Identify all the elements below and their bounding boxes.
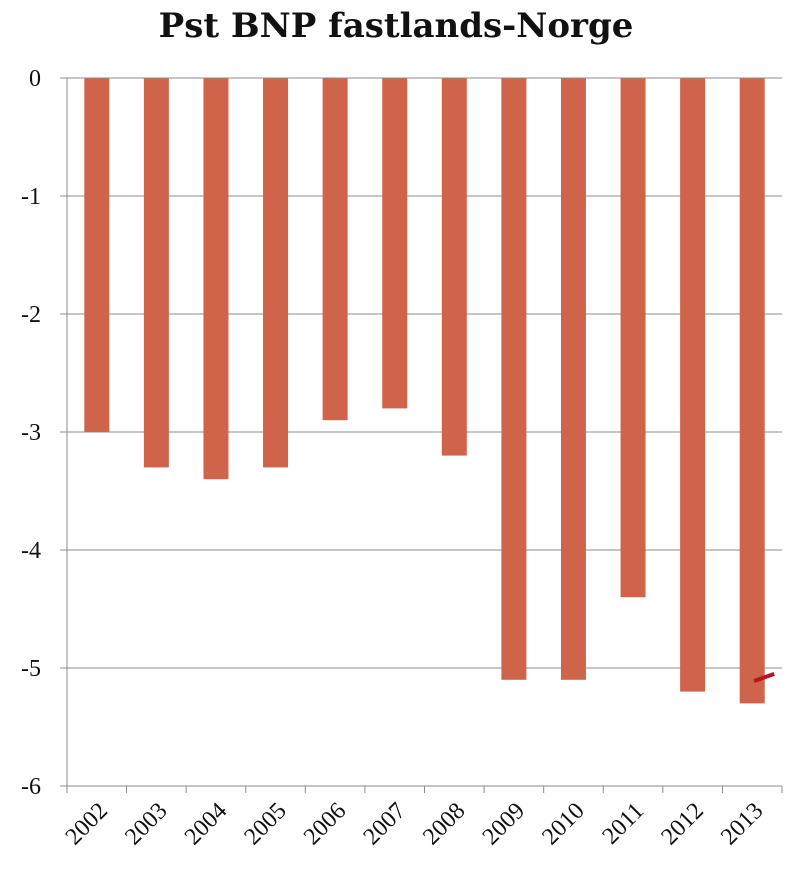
bar-2007 [382, 78, 408, 409]
bar-2004 [203, 78, 229, 480]
x-tick-label: 2004 [180, 798, 232, 850]
y-tick-label: -4 [21, 538, 41, 564]
marker-line [753, 672, 775, 683]
bar-2005 [263, 78, 289, 468]
x-tick-label: 2005 [239, 798, 291, 850]
x-tick-label: 2007 [359, 798, 411, 850]
x-tick-label: 2010 [537, 798, 589, 850]
bars [84, 78, 765, 704]
bar-2012 [680, 78, 706, 692]
y-tick-label: -6 [21, 774, 41, 800]
bar-2013 [739, 78, 765, 704]
x-tick-label: 2012 [657, 798, 709, 850]
x-tick-label: 2006 [299, 798, 351, 850]
y-tick-label: -5 [21, 656, 41, 682]
chart-title: Pst BNP fastlands-Norge [158, 6, 634, 46]
x-tick-label: 2009 [478, 798, 530, 850]
y-tick-label: 0 [29, 66, 41, 92]
x-tick-label: 2013 [716, 798, 768, 850]
grid-lines [67, 195, 782, 787]
y-tick-label: -1 [21, 184, 41, 210]
y-tick-labels: 0 -1 -2 -3 -4 -5 -6 [21, 66, 41, 800]
bar-2008 [441, 78, 467, 456]
y-tick-label: -3 [21, 420, 41, 446]
bar-2010 [560, 78, 586, 680]
annotations [753, 672, 775, 683]
x-tick-label: 2003 [120, 798, 172, 850]
x-tick-label: 2002 [61, 798, 113, 850]
y-tick-label: -2 [21, 302, 41, 328]
axes [60, 77, 783, 793]
bar-2002 [84, 78, 110, 432]
bar-2003 [143, 78, 169, 468]
x-tick-labels: 2002 2003 2004 2005 2006 2007 2008 2009 2010 2011… [61, 798, 769, 850]
bar-2011 [620, 78, 646, 598]
bar-2009 [501, 78, 527, 680]
bar-2006 [322, 78, 348, 421]
x-tick-label: 2008 [418, 798, 470, 850]
x-tick-label: 2011 [598, 798, 650, 850]
